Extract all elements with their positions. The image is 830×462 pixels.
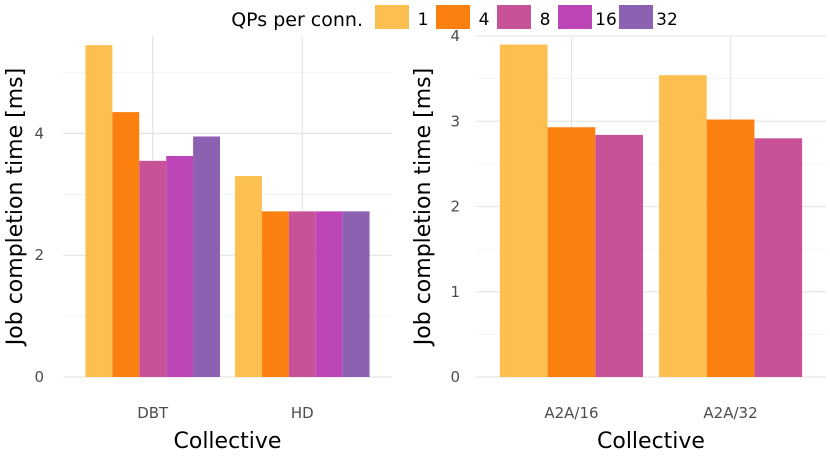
y-tick-label: 0 [34,368,44,386]
x-tick-label: A2A/16 [544,404,598,422]
x-axis-title: Collective [174,429,282,454]
bar-DBT-qp32 [193,136,221,377]
bar-HD-qp16 [315,211,343,377]
legend-label-qp32: 32 [656,10,678,30]
legend-key-qp32 [619,5,653,29]
bar-DBT-qp1 [85,45,113,377]
y-tick-label: 4 [450,27,460,45]
y-tick-label: 0 [450,368,460,386]
legend-key-qp8 [497,5,531,29]
legend-label-qp16: 16 [595,10,617,30]
legend-label-qp8: 8 [540,10,551,30]
y-tick-label: 3 [450,112,460,130]
legend-key-qp1 [375,5,409,29]
bar-A2A/16-qp1 [499,44,548,378]
bar-A2A/16-qp4 [547,127,596,377]
bar-A2A/32-qp1 [658,75,707,377]
bar-A2A/32-qp4 [706,119,755,378]
legend-label-qp1: 1 [418,10,429,30]
legend-key-qp16 [558,5,592,29]
bar-DBT-qp4 [112,112,140,377]
x-tick-label: HD [291,404,314,422]
bar-HD-qp8 [288,211,316,377]
bar-DBT-qp16 [166,155,194,377]
y-tick-label: 4 [34,124,44,142]
bar-HD-qp32 [342,211,370,377]
x-tick-label: DBT [137,404,169,422]
legend-label-qp4: 4 [479,10,490,30]
legend-key-qp4 [436,5,470,29]
bar-HD-qp1 [234,176,262,377]
x-axis-title: Collective [597,429,705,454]
y-axis-title: Job completion time [ms] [3,68,28,347]
x-tick-label: A2A/32 [703,404,757,422]
y-tick-label: 1 [450,283,460,301]
y-tick-label: 2 [34,246,44,264]
bar-DBT-qp8 [139,160,167,377]
bar-HD-qp4 [261,211,289,377]
bar-A2A/16-qp8 [595,134,644,377]
y-axis-title: Job completion time [ms] [411,68,436,347]
legend-title: QPs per conn. [231,9,363,31]
y-tick-label: 2 [450,198,460,216]
bar-A2A/32-qp8 [754,138,803,377]
